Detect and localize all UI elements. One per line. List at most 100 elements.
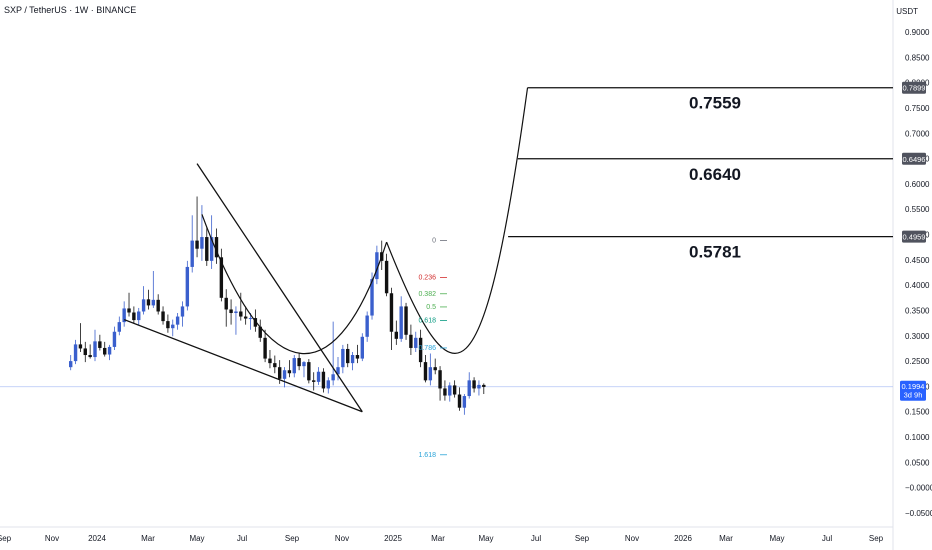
- falling-wedge-lower-line: [123, 318, 363, 413]
- candle-body: [452, 385, 457, 395]
- candle-body: [312, 380, 316, 382]
- x-tick-label: Nov: [625, 534, 639, 543]
- candle-body: [127, 308, 131, 313]
- current-price-countdown: 3d 9h: [904, 391, 923, 400]
- candle: [141, 286, 146, 315]
- candle: [472, 377, 476, 393]
- candle-body: [297, 358, 301, 367]
- candle: [389, 287, 394, 350]
- candle-body: [98, 341, 102, 348]
- candle-body: [326, 380, 330, 389]
- candle-body: [166, 321, 170, 329]
- candle: [195, 196, 199, 258]
- candle-body: [409, 334, 413, 348]
- target-value-label: 0.6640: [689, 165, 741, 184]
- candle-body: [273, 363, 277, 368]
- candle-body: [341, 348, 345, 368]
- y-tick-label: 0.1000: [905, 433, 930, 442]
- y-tick-label: 0.7000: [905, 129, 930, 138]
- candle: [175, 313, 180, 330]
- candle-body: [443, 388, 447, 396]
- candle: [88, 344, 92, 359]
- candle: [78, 323, 83, 352]
- candle-body: [146, 299, 151, 306]
- axis-price-tag: [902, 152, 926, 165]
- candle: [273, 355, 277, 374]
- candle-body: [331, 374, 335, 381]
- candle: [428, 353, 433, 386]
- candle: [482, 383, 486, 395]
- y-tick-label: 0.5500: [905, 205, 930, 214]
- candle: [360, 333, 364, 362]
- candle: [467, 372, 471, 399]
- candle-body: [112, 331, 117, 347]
- candle-body: [103, 347, 107, 355]
- candle: [404, 302, 408, 340]
- axis-price-tag: [902, 81, 926, 94]
- candle: [243, 306, 248, 325]
- candle: [107, 344, 112, 361]
- candle-body: [365, 315, 369, 337]
- candle: [462, 394, 467, 415]
- candle: [443, 380, 447, 401]
- candle-body: [175, 316, 180, 325]
- candle: [326, 377, 330, 394]
- candle: [93, 329, 97, 362]
- x-tick-label: Mar: [719, 534, 733, 543]
- candle-body: [375, 252, 379, 280]
- candle: [263, 329, 267, 363]
- x-tick-label: Mar: [431, 534, 445, 543]
- candle-body: [384, 260, 389, 294]
- candle: [137, 307, 141, 326]
- candle-body: [209, 237, 214, 261]
- candle: [73, 339, 78, 365]
- y-tick-label: 0.8500: [905, 53, 930, 62]
- candle: [205, 226, 209, 266]
- fib-level-label: 0: [432, 238, 436, 245]
- candle: [83, 341, 87, 363]
- y-tick-label: 0.1500: [905, 408, 930, 417]
- candle-body: [83, 348, 87, 356]
- x-tick-label: Mar: [141, 534, 155, 543]
- fib-level-label: 0.786: [418, 345, 436, 352]
- fib-level-label: 0.236: [418, 275, 436, 282]
- candle-body: [132, 312, 136, 321]
- candle-body: [404, 306, 408, 335]
- candle-body: [355, 355, 360, 359]
- candle-body: [438, 370, 442, 389]
- candle-body: [190, 240, 194, 267]
- current-price-tag: [900, 380, 926, 401]
- candle-body: [234, 311, 238, 314]
- axis-price-tag-label: 0.6496: [903, 155, 926, 164]
- candle: [452, 380, 457, 398]
- x-tick-label: Jul: [822, 534, 832, 543]
- candle: [409, 324, 413, 356]
- candle: [438, 366, 442, 401]
- candle: [103, 341, 107, 357]
- candle: [258, 319, 262, 342]
- candle: [321, 368, 326, 393]
- x-tick-label: Jul: [237, 534, 247, 543]
- candle: [331, 321, 335, 386]
- candle: [117, 316, 121, 336]
- candle: [171, 319, 175, 337]
- target-value-label: 0.7559: [689, 94, 741, 113]
- cup-2-projection-curve: [386, 87, 529, 354]
- candle: [302, 361, 306, 378]
- candle-body: [389, 293, 394, 332]
- candle-body: [69, 361, 73, 368]
- candle-body: [117, 322, 121, 332]
- candle-body: [243, 316, 248, 319]
- y-tick-label: 0.3500: [905, 306, 930, 315]
- x-tick-label: 2025: [384, 534, 402, 543]
- y-tick-label: 0.9000: [905, 28, 930, 37]
- candle: [122, 301, 126, 327]
- candle: [365, 311, 369, 342]
- candle-body: [477, 384, 481, 389]
- candle-body: [137, 311, 141, 321]
- candle-body: [321, 371, 326, 389]
- candle: [355, 344, 360, 364]
- candle-body: [472, 380, 476, 389]
- x-tick-label: May: [769, 534, 784, 543]
